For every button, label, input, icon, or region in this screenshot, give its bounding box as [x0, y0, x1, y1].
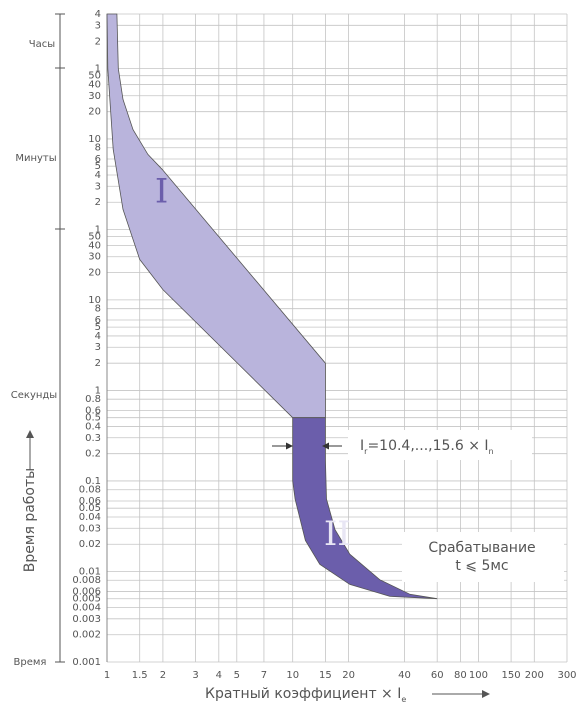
- x-tick-label: 10: [286, 670, 299, 681]
- overlay: Ir=10.4,...,15.6 × In Срабатывание t ⩽ 5…: [272, 430, 564, 582]
- x-tick-label: 80: [454, 670, 467, 681]
- annotation: Ir=10.4,...,15.6 × In: [360, 438, 494, 456]
- y-tick-label: 0.08: [79, 485, 101, 496]
- y-tick-label: 5: [95, 322, 101, 333]
- x-axis-title-sub: e: [401, 695, 406, 704]
- y-tick-label: 3: [95, 20, 101, 31]
- y-tick-label: 0.3: [85, 433, 101, 444]
- y-tick-label: 0.04: [79, 512, 101, 523]
- x-axis-title: Кратный коэффициент × Ie: [205, 686, 406, 704]
- y-tick-label: 6: [95, 154, 101, 165]
- unit-label: Часы: [29, 39, 55, 50]
- x-tick-label: 40: [398, 670, 411, 681]
- x-tick-label: 2: [160, 670, 166, 681]
- x-tick-label: 300: [557, 670, 576, 681]
- unit-label: Минуты: [15, 153, 56, 164]
- y-tick-label: 20: [88, 107, 101, 118]
- plot: 432150403020108654321504030201086543210.…: [72, 9, 576, 681]
- y-axis-title: Время работы: [22, 468, 38, 572]
- y-tick-label: 30: [88, 252, 101, 263]
- x-tick-label: 1: [104, 670, 110, 681]
- x-tick-label: 7: [261, 670, 267, 681]
- arrow-head: [322, 442, 329, 450]
- y-tick-label: 3: [95, 181, 101, 192]
- y-tick-label: 0.5: [85, 413, 101, 424]
- y-tick-label: 50: [88, 232, 101, 243]
- x-tick-label: 15: [319, 670, 332, 681]
- unit-label: Секунды: [11, 390, 57, 401]
- y-tick-label: 0.008: [72, 575, 101, 586]
- x-tick-label: 1.5: [132, 670, 148, 681]
- x-axis-arrow-head: [482, 690, 490, 698]
- y-tick-label: 6: [95, 315, 101, 326]
- y-axis-arrow-head: [26, 430, 34, 438]
- region: [292, 417, 438, 600]
- y-tick-label: 50: [88, 71, 101, 82]
- x-tick-label: 3: [192, 670, 198, 681]
- x-axis-title-main: Кратный коэффициент × I: [205, 686, 401, 702]
- y-tick-label: 0.03: [79, 523, 101, 534]
- region-label: II: [324, 514, 351, 554]
- annotation-part: =10.4,...,15.6 × I: [367, 438, 488, 454]
- region-label: I: [155, 171, 168, 211]
- x-tick-label: 200: [525, 670, 544, 681]
- arrow-head: [286, 442, 293, 450]
- y-tick-label: 0.05: [79, 503, 101, 514]
- y-tick-label: 8: [95, 143, 101, 154]
- y-tick-label: 3: [95, 342, 101, 353]
- annotation-box: [348, 430, 532, 460]
- y-tick-label: 2: [95, 197, 101, 208]
- x-tick-label: 60: [431, 670, 444, 681]
- note-box: [402, 532, 564, 582]
- y-tick-label: 0.01: [79, 566, 101, 577]
- x-tick-label: 150: [502, 670, 521, 681]
- unit-label: Время: [14, 657, 47, 668]
- y-tick-label: 8: [95, 304, 101, 315]
- y-tick-label: 0.003: [72, 614, 101, 625]
- y-tick-label: 0.002: [72, 630, 101, 641]
- y-tick-label: 5: [95, 161, 101, 172]
- y-tick-label: 0.001: [72, 657, 101, 668]
- y-tick-label: 0.005: [72, 594, 101, 605]
- y-tick-label: 2: [95, 358, 101, 369]
- note: Срабатывание: [428, 540, 535, 556]
- y-tick-label: 0.02: [79, 539, 101, 550]
- x-tick-label: 100: [469, 670, 488, 681]
- x-tick-label: 4: [216, 670, 222, 681]
- y-tick-label: 0.4: [85, 421, 101, 432]
- y-tick-label: 1: [95, 224, 101, 235]
- y-tick-label: 0.006: [72, 587, 101, 598]
- y-tick-label: 0.2: [85, 449, 101, 460]
- y-tick-label: 0.004: [72, 602, 101, 613]
- y-tick-label: 40: [88, 79, 101, 90]
- x-tick-label: 5: [234, 670, 240, 681]
- y-tick-label: 0.8: [85, 394, 101, 405]
- y-tick-label: 4: [95, 331, 101, 342]
- y-tick-label: 0.6: [85, 406, 101, 417]
- y-tick-label: 20: [88, 268, 101, 279]
- y-tick-label: 0.1: [85, 476, 101, 487]
- y-tick-label: 4: [95, 9, 101, 20]
- x-tick-label: 20: [342, 670, 355, 681]
- y-tick-label: 10: [88, 134, 101, 145]
- y-tick-label: 1: [95, 385, 101, 396]
- annotation-sub: r: [364, 447, 368, 456]
- annotation-part: I: [360, 438, 364, 454]
- note: t ⩽ 5мс: [455, 558, 508, 574]
- y-tick-label: 30: [88, 91, 101, 102]
- annotation-sub: n: [489, 447, 494, 456]
- y-tick-label: 2: [95, 36, 101, 47]
- y-tick-label: 10: [88, 295, 101, 306]
- y-tick-label: 4: [95, 170, 101, 181]
- y-tick-label: 40: [88, 240, 101, 251]
- y-tick-label: 1: [95, 64, 101, 75]
- y-tick-label: 0.06: [79, 496, 101, 507]
